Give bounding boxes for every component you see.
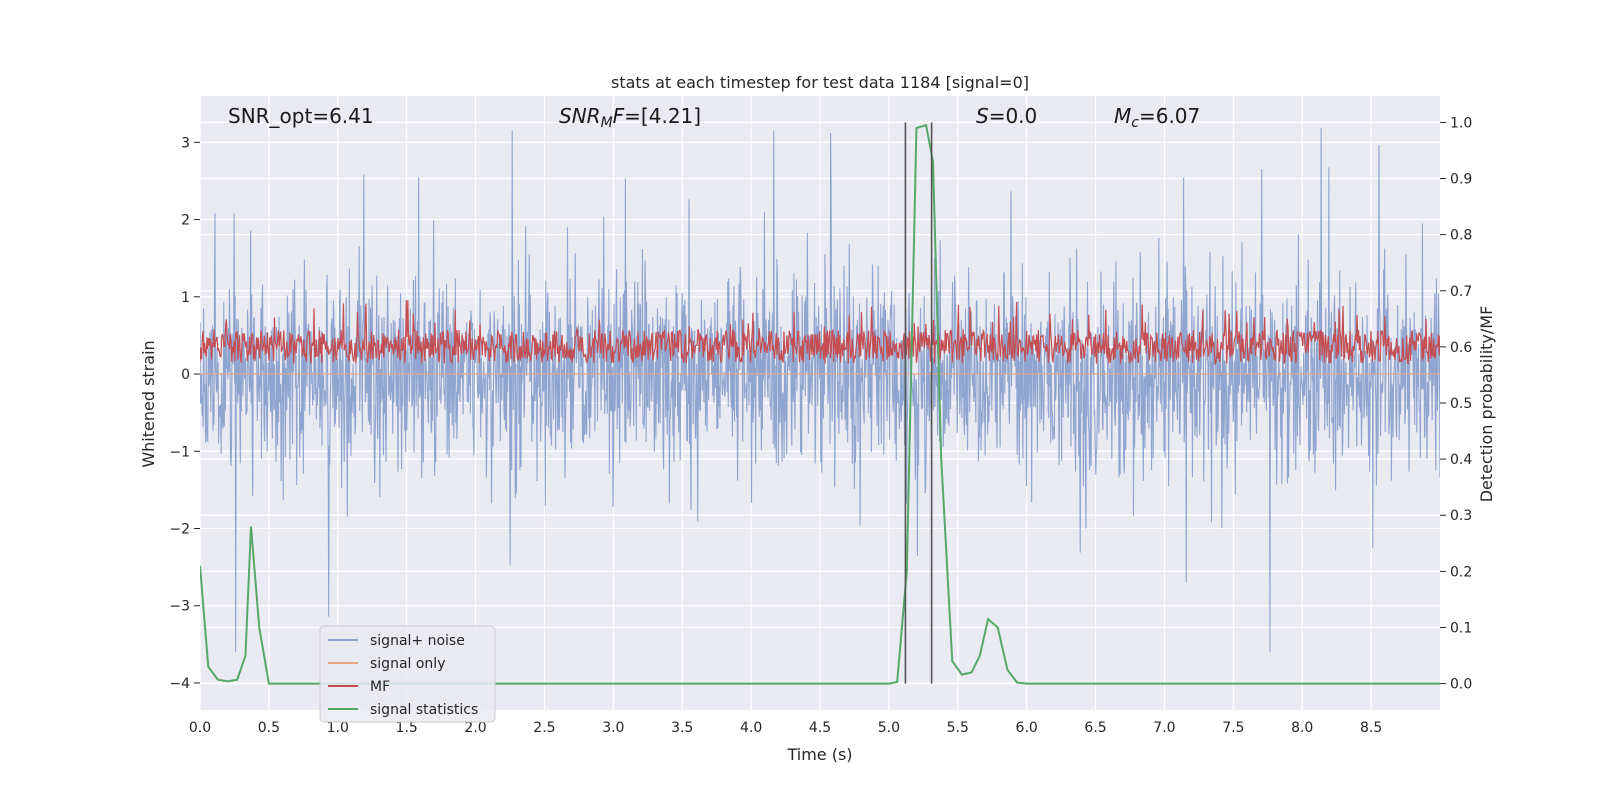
y-tick-right-label: 0.0 bbox=[1450, 677, 1472, 693]
y-tick-left-label: −1 bbox=[169, 444, 190, 460]
annotation-snr-mf-value: =[4.21] bbox=[624, 104, 701, 128]
series-signal-statistics bbox=[200, 123, 1440, 685]
x-axis-label: Time (s) bbox=[786, 745, 852, 764]
annotation-mc-label: M bbox=[1114, 104, 1131, 128]
y-tick-right-label: 0.8 bbox=[1450, 228, 1472, 244]
x-tick-label: 1.5 bbox=[396, 720, 418, 736]
annotation-s: S=0.0 bbox=[976, 104, 1037, 128]
x-tick-label: 2.5 bbox=[533, 720, 555, 736]
x-tick-label: 0.0 bbox=[189, 720, 211, 736]
legend-label-mf: MF bbox=[370, 679, 390, 695]
annotation-mc: Mc=6.07 bbox=[1114, 104, 1200, 131]
y-tick-right-label: 1.0 bbox=[1450, 115, 1472, 131]
annotation-mc-value: =6.07 bbox=[1139, 104, 1200, 128]
x-tick-label: 8.5 bbox=[1360, 720, 1382, 736]
y-tick-right-label: 0.6 bbox=[1450, 340, 1472, 356]
annotation-snr-mf: SNRMF=[4.21] bbox=[559, 104, 701, 131]
y-tick-right-label: 0.2 bbox=[1450, 564, 1472, 580]
y-tick-left-label: 1 bbox=[181, 290, 190, 306]
y-tick-right-label: 0.1 bbox=[1450, 620, 1472, 636]
x-tick-label: 5.0 bbox=[878, 720, 900, 736]
y-tick-right-label: 0.3 bbox=[1450, 508, 1472, 524]
x-tick-label: 3.0 bbox=[602, 720, 624, 736]
y-tick-left-label: −4 bbox=[169, 676, 190, 692]
annotation-s-value: =0.0 bbox=[989, 104, 1038, 128]
y-axis-right: 1.0 0.9 0.8 0.7 0.6 0.5 0.4 0.3 0.2 0.1 0.0 bbox=[1440, 115, 1472, 693]
annotation-snr-mf-sub: M bbox=[601, 115, 613, 131]
y-tick-left-label: 0 bbox=[181, 367, 190, 383]
annotation-snr-mf-rest: F bbox=[613, 104, 625, 128]
y-axis-left: 3 2 1 0 −1 −2 −3 −4 bbox=[169, 135, 200, 692]
y-tick-left-label: 2 bbox=[181, 213, 190, 229]
annotation-mc-sub: c bbox=[1131, 115, 1139, 131]
x-tick-label: 4.0 bbox=[740, 720, 762, 736]
legend-label-signal-statistics: signal statistics bbox=[370, 702, 478, 718]
legend-label-signal-noise: signal+ noise bbox=[370, 633, 465, 649]
x-tick-label: 1.0 bbox=[327, 720, 349, 736]
y-tick-right-label: 0.5 bbox=[1450, 396, 1472, 412]
vline-layer bbox=[904, 122, 933, 684]
series-signal-noise bbox=[200, 128, 1440, 653]
y-axis-left-label: Whitened strain bbox=[139, 340, 158, 467]
x-tick-label: 8.0 bbox=[1291, 720, 1313, 736]
x-tick-label: 5.5 bbox=[947, 720, 969, 736]
legend: signal+ noise signal only MF signal stat… bbox=[319, 625, 496, 723]
y-tick-left-label: 3 bbox=[181, 135, 190, 151]
annotation-s-label: S bbox=[976, 104, 989, 128]
annotation-snr-opt: SNR_opt=6.41 bbox=[228, 104, 374, 128]
series-mf bbox=[200, 300, 1440, 366]
y-tick-left-label: −3 bbox=[169, 599, 190, 615]
x-tick-label: 3.5 bbox=[671, 720, 693, 736]
y-tick-right-label: 0.7 bbox=[1450, 284, 1472, 300]
y-tick-left-label: −2 bbox=[169, 522, 190, 538]
x-tick-label: 0.5 bbox=[258, 720, 280, 736]
x-tick-label: 6.5 bbox=[1084, 720, 1106, 736]
x-tick-label: 7.0 bbox=[1153, 720, 1175, 736]
y-tick-right-label: 0.4 bbox=[1450, 452, 1472, 468]
x-tick-label: 4.5 bbox=[809, 720, 831, 736]
legend-box bbox=[319, 625, 496, 723]
x-tick-label: 7.5 bbox=[1222, 720, 1244, 736]
y-tick-right-label: 0.9 bbox=[1450, 172, 1472, 188]
chart-title: stats at each timestep for test data 118… bbox=[611, 73, 1029, 92]
annotation-snr-mf-label: SNR bbox=[559, 104, 601, 128]
x-tick-label: 2.0 bbox=[464, 720, 486, 736]
x-axis: 0.0 0.5 1.0 1.5 2.0 2.5 3.0 3.5 4.0 4.5 5.0 5.5 6.0 6… bbox=[189, 720, 1382, 736]
y-axis-right-label: Detection probability/MF bbox=[1477, 306, 1496, 503]
series-layer bbox=[200, 123, 1440, 685]
x-tick-label: 6.0 bbox=[1016, 720, 1038, 736]
legend-label-signal-only: signal only bbox=[370, 656, 445, 672]
